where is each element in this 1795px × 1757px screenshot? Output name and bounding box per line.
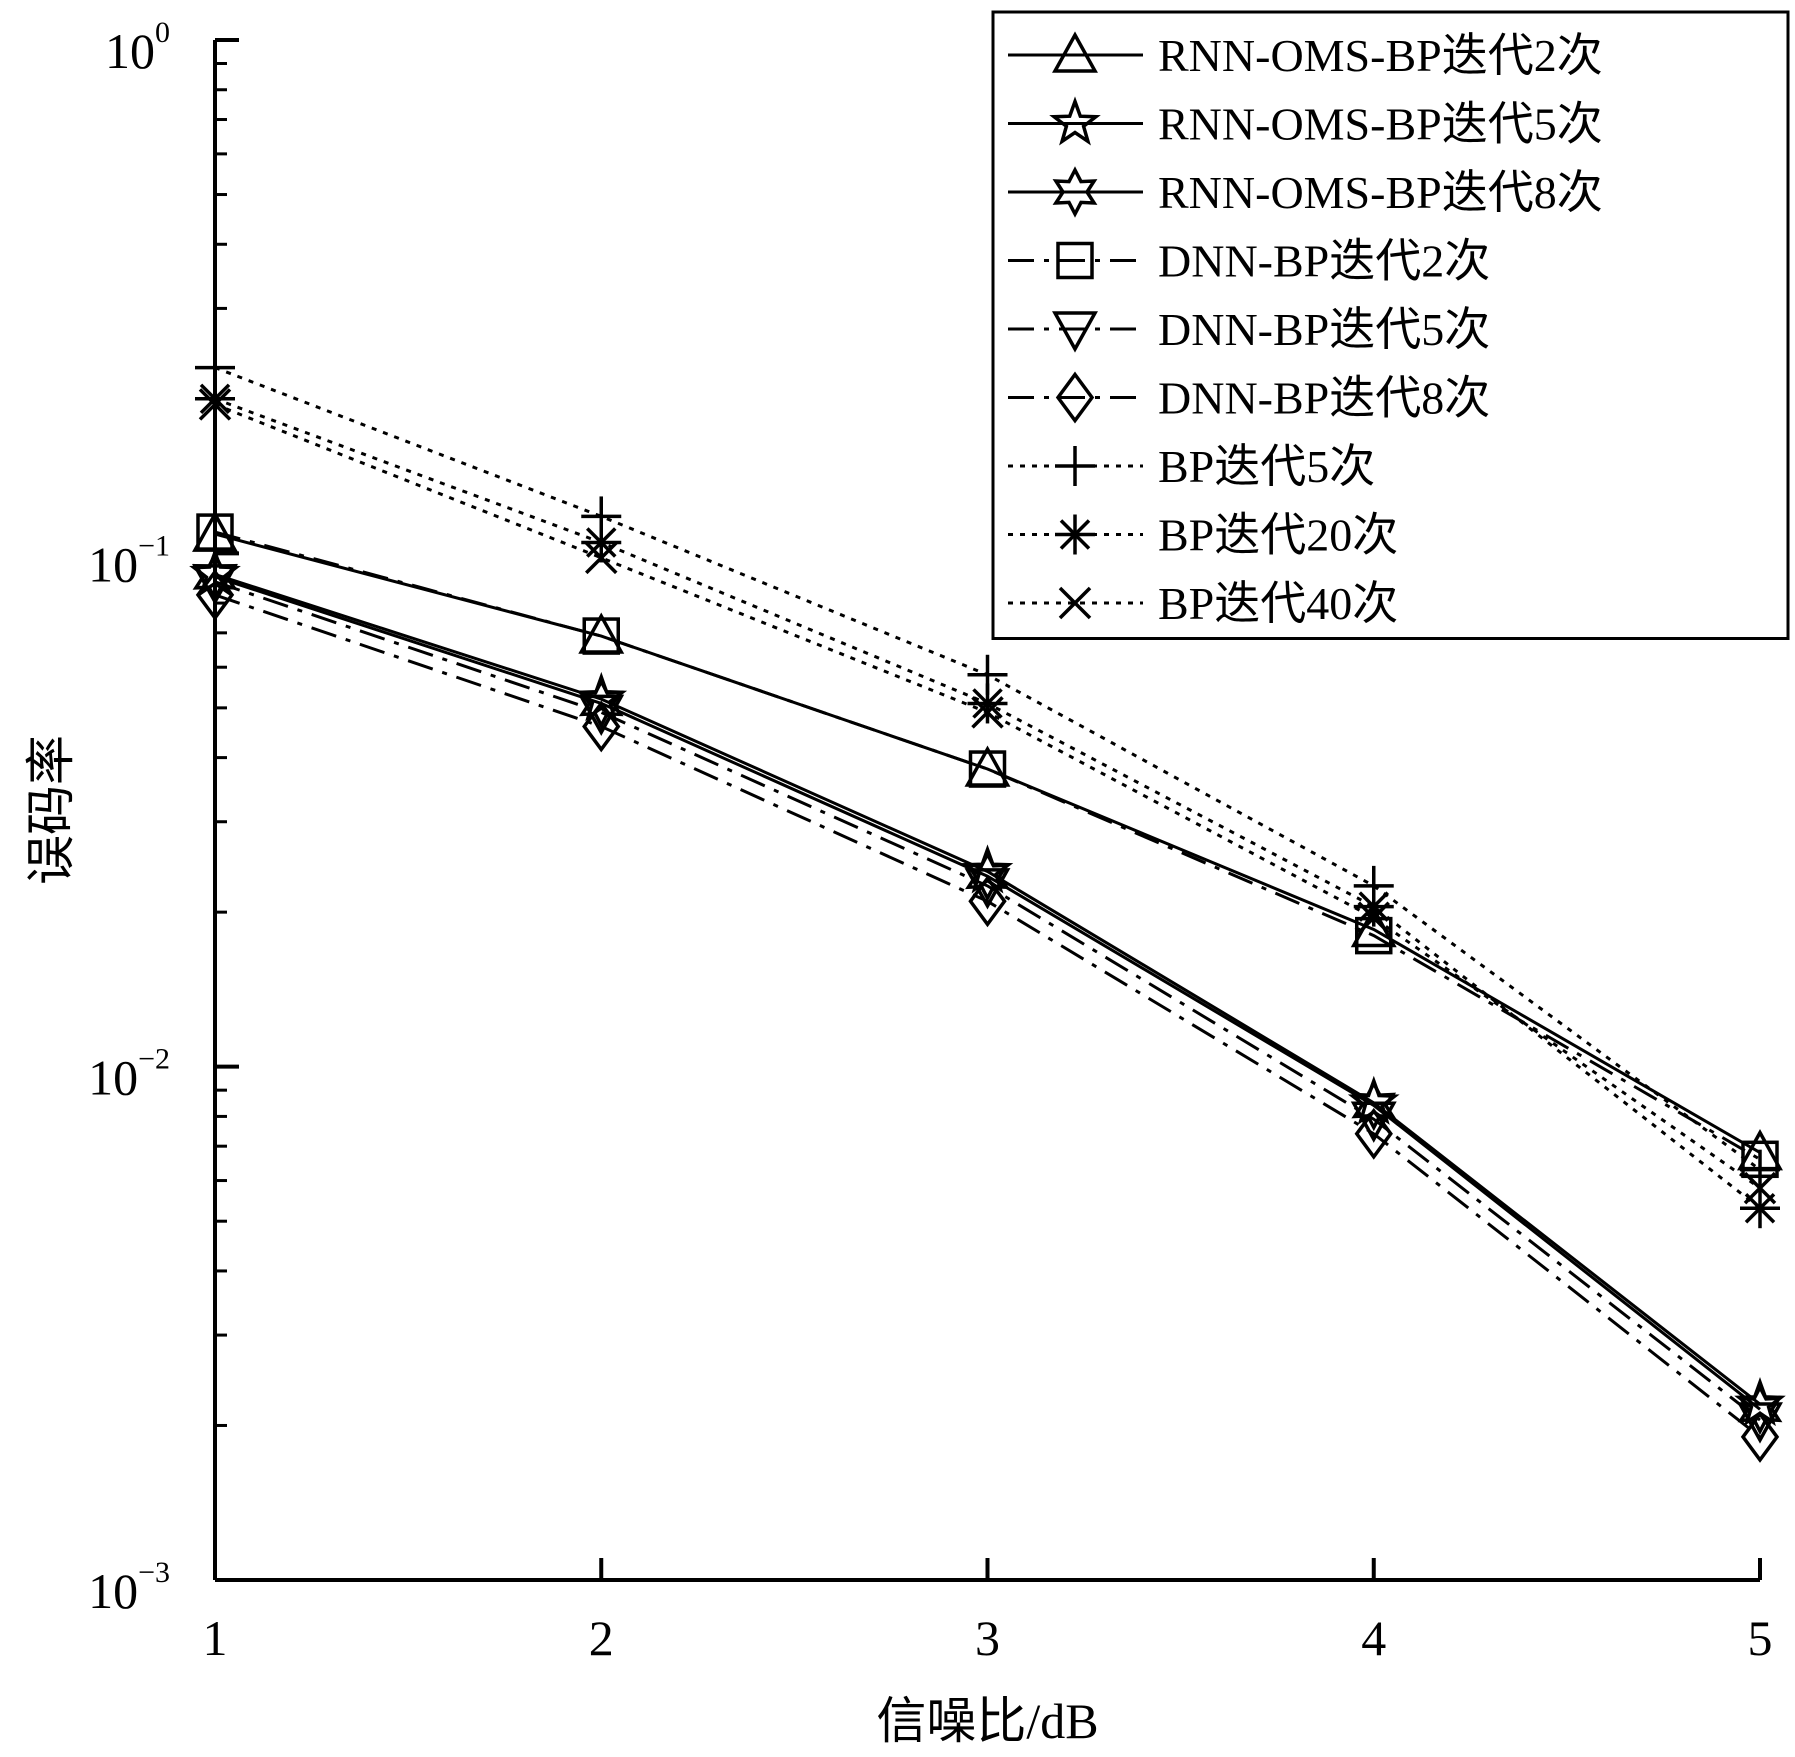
legend-label: RNN-OMS-BP迭代5次: [1158, 99, 1603, 150]
legend-marker: [1055, 446, 1095, 486]
x-axis-ticks: 1 2 3 4 5: [203, 1558, 1773, 1666]
data-point: [578, 677, 624, 730]
x-tick-label: 3: [975, 1610, 1000, 1666]
legend-label: DNN-BP迭代5次: [1158, 304, 1490, 355]
data-point: [965, 850, 1010, 903]
x-tick-label: 5: [1748, 1610, 1773, 1666]
legend-item: RNN-OMS-BP迭代5次: [1008, 96, 1603, 150]
data-point: [1351, 1079, 1397, 1132]
legend-item: BP迭代40次: [1008, 578, 1398, 629]
y-tick-label: 10−2: [88, 1043, 170, 1106]
data-point: [968, 750, 1007, 788]
legend-label: DNN-BP迭代8次: [1158, 373, 1490, 424]
x-tick-label: 2: [589, 1610, 614, 1666]
data-point: [1350, 1101, 1397, 1143]
legend-marker: [1058, 586, 1092, 620]
legend-marker: [1055, 514, 1095, 555]
legend-marker: [1052, 31, 1098, 73]
legend-marker: [1056, 241, 1094, 280]
legend-marker: [1049, 96, 1101, 146]
legend-box: [991, 10, 1790, 640]
data-point: [964, 868, 1011, 910]
y-tick-label: 10−3: [88, 1556, 170, 1619]
data-point: [582, 700, 621, 753]
y-axis-title: 误码率: [23, 735, 79, 885]
data-point: [1737, 1383, 1783, 1436]
legend-label: RNN-OMS-BP迭代8次: [1158, 167, 1603, 218]
data-point: [1354, 1107, 1393, 1160]
legend-marker: [1055, 371, 1095, 424]
y-tick-label: 100: [105, 16, 170, 79]
data-point: [198, 388, 232, 421]
x-tick-label: 1: [203, 1610, 228, 1666]
data-point: [964, 745, 1011, 787]
x-tick-label: 4: [1361, 1610, 1386, 1666]
series-line: [214, 593, 1761, 1439]
series-line: [214, 530, 1761, 1161]
series-6: [195, 568, 1780, 1463]
series-7: [195, 347, 1780, 1190]
data-point: [1743, 1171, 1777, 1205]
legend-label: BP迭代40次: [1158, 578, 1398, 629]
legend: RNN-OMS-BP迭代2次 RNN-OMS-BP迭代5次 RNN-OMS-BP迭代…: [991, 10, 1790, 640]
data-point: [1740, 1149, 1780, 1190]
data-point: [582, 617, 620, 655]
data-point: [967, 683, 1008, 724]
legend-item: BP迭代20次: [1008, 510, 1398, 561]
data-point: [1353, 886, 1394, 927]
series-line: [214, 580, 1761, 1422]
legend-label: DNN-BP迭代2次: [1158, 236, 1490, 287]
data-point: [578, 612, 625, 654]
legend-item: DNN-BP迭代2次: [1008, 236, 1490, 287]
legend-item: RNN-OMS-BP迭代8次: [1008, 166, 1603, 218]
series-9: [198, 388, 1777, 1205]
legend-item: DNN-BP迭代8次: [1008, 371, 1490, 424]
legend-item: BP迭代5次: [1008, 441, 1375, 492]
series-layer: [189, 347, 1786, 1463]
data-point: [195, 568, 235, 621]
data-point: [971, 696, 1004, 729]
y-tick-label: 10−1: [88, 529, 170, 592]
legend-item: DNN-BP迭代5次: [1008, 304, 1490, 355]
data-point: [585, 541, 618, 575]
legend-marker: [1052, 166, 1098, 218]
data-point: [1737, 1402, 1783, 1444]
x-axis-title: 信噪比/dB: [876, 1693, 1098, 1749]
data-point: [1740, 1188, 1780, 1229]
legend-marker: [1052, 311, 1098, 353]
data-point: [1740, 1410, 1780, 1463]
legend-label: BP迭代20次: [1158, 510, 1398, 561]
data-point: [1357, 901, 1390, 935]
data-point: [195, 378, 235, 419]
data-point: [968, 875, 1007, 928]
data-point: [196, 513, 234, 551]
legend-item: RNN-OMS-BP迭代2次: [1008, 30, 1603, 81]
legend-label: RNN-OMS-BP迭代2次: [1158, 30, 1603, 81]
legend-label: BP迭代5次: [1158, 441, 1375, 492]
